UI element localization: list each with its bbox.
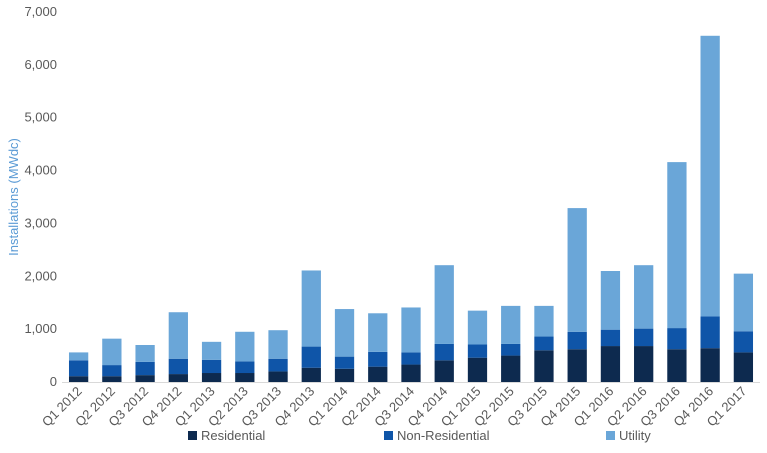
bar-residential-q2-2013 (235, 373, 255, 382)
bar-utility-q1-2015 (467, 310, 488, 345)
bar-utility-q1-2012 (68, 352, 89, 361)
bar-non-residential-q3-2015 (534, 336, 554, 351)
bar-non-residential-q1-2017 (733, 331, 754, 353)
bar-non-residential-q2-2013 (235, 361, 255, 374)
bar-utility-q2-2016 (634, 265, 654, 329)
bar-non-residential-q2-2014 (368, 351, 388, 367)
y-axis: 0 1,000 2,000 3,000 4,000 5,000 6,000 7,000 (24, 4, 57, 389)
bars-group (68, 35, 754, 382)
y-axis-title: Installations (MWdc) (6, 138, 21, 256)
legend-label: Utility (619, 428, 651, 443)
bar-non-residential-q2-2012 (102, 365, 122, 377)
bar-residential-q3-2015 (534, 350, 554, 382)
bar-utility-q4-2015 (567, 208, 587, 332)
y-tick-label: 2,000 (24, 268, 57, 283)
y-tick-label: 0 (50, 374, 57, 389)
bar-residential-q3-2014 (401, 364, 421, 382)
bar-residential-q2-2016 (634, 346, 654, 382)
bar-residential-q1-2017 (733, 352, 754, 382)
legend: Residential Non-Residential Utility (188, 428, 651, 443)
y-tick-label: 5,000 (24, 110, 57, 125)
bar-residential-q1-2016 (600, 346, 621, 382)
bar-non-residential-q1-2012 (68, 360, 89, 377)
bar-residential-q4-2015 (567, 349, 587, 382)
bar-non-residential-q4-2013 (301, 346, 321, 368)
legend-swatch-utility (606, 431, 615, 440)
bar-non-residential-q4-2015 (567, 331, 587, 350)
bar-residential-q2-2012 (102, 376, 122, 382)
y-tick-label: 1,000 (24, 321, 57, 336)
bar-non-residential-q1-2015 (467, 344, 488, 358)
bar-residential-q2-2015 (501, 355, 521, 382)
bar-utility-q1-2014 (334, 309, 355, 357)
legend-swatch-residential (188, 431, 197, 440)
bar-utility-q1-2016 (600, 271, 621, 330)
bar-non-residential-q3-2013 (268, 358, 288, 372)
bar-utility-q4-2014 (434, 265, 454, 344)
bar-utility-q1-2017 (733, 273, 754, 332)
bar-utility-q3-2014 (401, 307, 421, 353)
bar-residential-q1-2015 (467, 357, 488, 382)
bar-utility-q4-2013 (301, 270, 321, 347)
y-tick-label: 4,000 (24, 163, 57, 178)
bar-utility-q3-2016 (667, 162, 687, 329)
bar-non-residential-q4-2012 (168, 358, 188, 375)
bar-non-residential-q1-2013 (201, 359, 222, 374)
legend-swatch-non-residential (384, 431, 393, 440)
bar-non-residential-q2-2015 (501, 343, 521, 356)
y-tick-label: 3,000 (24, 215, 57, 230)
bar-non-residential-q3-2016 (667, 328, 687, 350)
bar-residential-q2-2014 (368, 366, 388, 382)
legend-label: Residential (201, 428, 265, 443)
bar-residential-q3-2013 (268, 371, 288, 382)
bar-residential-q1-2013 (201, 373, 222, 382)
bar-utility-q2-2013 (235, 331, 255, 362)
bar-non-residential-q1-2016 (600, 329, 621, 347)
y-tick-label: 6,000 (24, 57, 57, 72)
bar-utility-q1-2013 (201, 341, 222, 360)
bar-residential-q4-2012 (168, 374, 188, 382)
bar-non-residential-q3-2012 (135, 361, 155, 376)
bar-utility-q3-2012 (135, 345, 155, 362)
bar-utility-q3-2013 (268, 330, 288, 359)
bar-residential-q3-2016 (667, 349, 687, 382)
bar-utility-q4-2016 (700, 35, 720, 317)
bar-utility-q2-2014 (368, 313, 388, 352)
bar-residential-q4-2014 (434, 360, 454, 382)
bar-utility-q4-2012 (168, 312, 188, 359)
bar-non-residential-q3-2014 (401, 352, 421, 365)
bar-utility-q3-2015 (534, 305, 554, 337)
bar-utility-q2-2012 (102, 338, 122, 366)
legend-label: Non-Residential (397, 428, 490, 443)
bar-residential-q4-2013 (301, 367, 321, 382)
bar-residential-q4-2016 (700, 348, 720, 382)
bar-non-residential-q1-2014 (334, 356, 355, 369)
bar-non-residential-q2-2016 (634, 328, 654, 347)
bar-residential-q1-2014 (334, 368, 355, 382)
y-tick-label: 7,000 (24, 4, 57, 19)
bar-non-residential-q4-2014 (434, 343, 454, 361)
bar-residential-q3-2012 (135, 375, 155, 382)
bar-residential-q1-2012 (68, 376, 89, 382)
bar-utility-q2-2015 (501, 305, 521, 344)
bar-non-residential-q4-2016 (700, 316, 720, 349)
